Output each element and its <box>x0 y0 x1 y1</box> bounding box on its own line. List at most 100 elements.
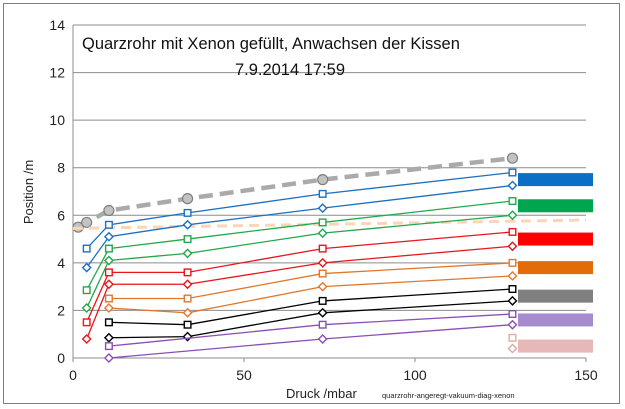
series-line <box>86 214 513 309</box>
data-point <box>81 262 92 273</box>
data-point <box>317 333 328 344</box>
series-5 <box>81 210 518 314</box>
series-8 <box>104 258 517 303</box>
legend-bars <box>518 173 593 353</box>
data-point <box>317 203 328 214</box>
data-point <box>183 294 192 303</box>
data-point <box>104 318 113 327</box>
data-point <box>508 285 517 294</box>
chart-title: Quarzrohr mit Xenon gefüllt, Anwachsen d… <box>82 35 460 53</box>
y-tick-label: 6 <box>57 207 65 223</box>
data-point <box>318 244 327 253</box>
series-line <box>108 275 513 314</box>
data-point <box>182 279 193 290</box>
data-point <box>318 320 327 329</box>
series-13 <box>103 319 518 363</box>
data-point <box>104 268 113 277</box>
series-line <box>86 184 513 268</box>
y-tick-label: 0 <box>57 350 65 366</box>
data-point <box>318 189 327 198</box>
data-point <box>183 268 192 277</box>
data-point <box>508 309 517 318</box>
data-point <box>317 228 328 239</box>
data-point <box>318 296 327 305</box>
y-axis-label: Position /m <box>21 160 36 224</box>
series-1 <box>72 218 587 230</box>
y-tick-label: 8 <box>57 160 65 176</box>
data-point <box>104 220 113 229</box>
series-3 <box>81 180 518 273</box>
series-12 <box>104 309 517 351</box>
series-group <box>72 152 587 363</box>
data-point <box>507 270 518 281</box>
legend-bar-5 <box>518 313 593 327</box>
data-point <box>82 318 91 327</box>
series-line <box>86 200 513 291</box>
data-point <box>103 332 114 343</box>
data-point <box>506 152 519 164</box>
data-point <box>508 333 517 342</box>
x-axis-label: Druck /mbar <box>286 386 357 401</box>
labels: Quarzrohr mit Xenon gefüllt, Anwachsen d… <box>21 35 515 401</box>
legend-bar-3 <box>518 261 593 275</box>
y-tick-label: 12 <box>49 65 65 81</box>
data-point <box>182 307 193 318</box>
series-line <box>108 313 513 347</box>
series-2 <box>82 168 517 253</box>
data-point <box>507 319 518 330</box>
data-point <box>507 295 518 306</box>
data-point <box>103 204 115 217</box>
data-point <box>318 218 327 227</box>
data-point <box>507 180 518 191</box>
data-point <box>182 219 193 230</box>
data-point <box>183 235 192 244</box>
series-line <box>108 288 513 326</box>
series-line <box>72 218 587 230</box>
x-tick-label: 50 <box>236 367 252 383</box>
data-point <box>317 307 328 318</box>
chart-subtitle: 7.9.2014 17:59 <box>235 61 345 79</box>
data-point <box>181 193 194 205</box>
legend-bar-0 <box>518 173 593 187</box>
series-7 <box>81 241 518 344</box>
data-point <box>82 286 91 295</box>
axes: 0 2 4 6 8 10 12 14 0 50 100 150 <box>49 17 597 383</box>
x-tick-label: 100 <box>403 367 427 383</box>
data-point <box>182 248 193 259</box>
data-point <box>182 331 193 342</box>
data-point <box>317 174 329 186</box>
y-tick-label: 10 <box>49 112 65 128</box>
data-point <box>508 227 517 236</box>
data-point <box>81 333 92 344</box>
data-point <box>81 303 92 314</box>
data-point <box>183 208 192 217</box>
series-10 <box>104 285 517 329</box>
series-line <box>108 262 513 300</box>
series-15 <box>507 343 518 354</box>
data-point <box>318 269 327 278</box>
legend-bar-1 <box>518 199 593 213</box>
series-9 <box>103 270 518 318</box>
data-point <box>103 255 114 266</box>
data-point <box>317 257 328 268</box>
series-line <box>86 231 513 323</box>
x-tick-label: 0 <box>69 367 77 383</box>
data-point <box>507 210 518 221</box>
data-point <box>507 343 518 354</box>
data-point <box>82 244 91 253</box>
y-tick-label: 2 <box>57 302 65 318</box>
data-point <box>104 342 113 351</box>
series-line <box>108 324 513 359</box>
data-point <box>103 279 114 290</box>
data-point <box>104 244 113 253</box>
data-point <box>508 168 517 177</box>
data-point <box>103 231 114 242</box>
series-4 <box>82 197 517 295</box>
series-14 <box>508 333 517 342</box>
data-point <box>317 281 328 292</box>
data-point <box>103 303 114 314</box>
x-tick-label: 150 <box>574 367 598 383</box>
data-point <box>507 241 518 252</box>
data-point <box>81 216 93 229</box>
